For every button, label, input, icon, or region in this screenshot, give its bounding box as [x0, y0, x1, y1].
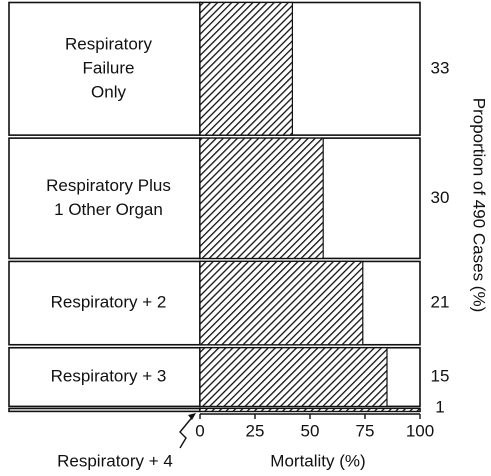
category-label: Only	[91, 82, 126, 101]
label-arrow	[179, 414, 195, 449]
category-label: Failure	[83, 58, 135, 77]
bar	[199, 1, 294, 136]
category-label: Respiratory + 4	[57, 451, 173, 470]
proportion-label: 30	[431, 188, 450, 207]
category-box	[8, 346, 201, 408]
category-label: Respiratory + 2	[51, 293, 167, 312]
bar	[199, 407, 421, 412]
category-box	[8, 407, 201, 413]
arrow-head	[188, 413, 196, 420]
category-label: Respiratory + 3	[51, 367, 167, 386]
bar	[199, 260, 364, 346]
x-axis-label: Mortality (%)	[270, 451, 365, 470]
x-tick-label: 25	[246, 421, 265, 440]
category-label: Respiratory	[65, 34, 152, 53]
bar	[199, 137, 324, 260]
proportion-label: 1	[435, 397, 444, 416]
proportion-label: 15	[431, 367, 450, 386]
proportion-label: 21	[431, 293, 450, 312]
x-tick-label: 100	[406, 421, 434, 440]
x-tick-label: 50	[301, 421, 320, 440]
category-box	[8, 137, 201, 260]
bar	[199, 347, 388, 407]
category-label: Respiratory Plus	[46, 176, 171, 195]
x-tick-label: 75	[356, 421, 375, 440]
x-tick-label: 0	[195, 421, 204, 440]
y-axis-label: Proportion of 490 Cases (%)	[470, 98, 489, 313]
category-label: 1 Other Organ	[54, 200, 163, 219]
category-box	[8, 1, 201, 136]
category-box	[8, 260, 201, 346]
proportion-label: 33	[431, 58, 450, 77]
